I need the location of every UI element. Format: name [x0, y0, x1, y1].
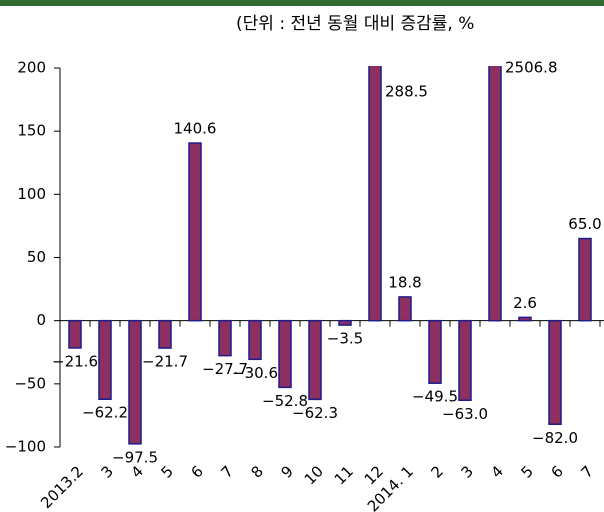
bar [458, 319, 472, 402]
y-tick-label: 0 [36, 311, 46, 329]
x-tick-label: 6 [548, 462, 567, 481]
x-tick-label: 2013.2 [37, 462, 87, 512]
bar [518, 316, 532, 322]
x-tick-label: 9 [278, 462, 297, 481]
value-label: −3.5 [327, 330, 363, 348]
bar [278, 319, 292, 389]
value-label: −62.3 [292, 404, 338, 422]
value-label: 2.6 [513, 294, 537, 312]
bar [218, 319, 232, 357]
x-tick-label: 11 [331, 462, 357, 488]
value-label: −52.8 [262, 392, 308, 410]
x-tick-label: 7 [578, 462, 597, 481]
value-label: −30.6 [232, 364, 278, 382]
bars [68, 66, 592, 445]
value-label: −97.5 [112, 448, 158, 466]
bar [248, 319, 262, 361]
value-label: −63.0 [442, 405, 488, 423]
x-tick-label: 10 [301, 462, 327, 488]
bar [428, 319, 442, 384]
value-label: −82.0 [532, 429, 578, 447]
value-label: 288.5 [385, 83, 428, 101]
bar [398, 296, 412, 322]
value-label: −21.6 [52, 352, 98, 370]
y-tick-label: 200 [17, 59, 46, 77]
chart-subtitle: (단위 : 전년 동월 대비 증감률, % [236, 14, 474, 34]
value-label: 65.0 [568, 215, 601, 233]
bar [188, 142, 202, 322]
x-tick-label: 3 [458, 462, 477, 481]
value-label: −21.7 [142, 353, 188, 371]
y-tick-label: 100 [17, 185, 46, 203]
bar [98, 319, 112, 400]
y-tick-label: 150 [17, 122, 46, 140]
y-tick-label: 50 [27, 248, 46, 266]
bar [68, 319, 82, 349]
x-tick-label: 8 [248, 462, 267, 481]
x-tick-label: 7 [218, 462, 237, 481]
x-tick-label: 5 [158, 462, 177, 481]
bar [548, 319, 562, 426]
x-tick-label: 6 [188, 462, 207, 481]
y-tick-label: −50 [14, 374, 46, 392]
value-label: −49.5 [412, 388, 458, 406]
value-label: 18.8 [388, 273, 421, 291]
bar [578, 237, 592, 322]
bar [308, 319, 322, 401]
top-rule [0, 0, 604, 6]
x-tick-label: 5 [518, 462, 537, 481]
bar [128, 319, 142, 445]
value-label: 2506.8 [505, 59, 558, 77]
y-tick-label: −100 [5, 438, 46, 456]
bar [368, 66, 382, 322]
bar [338, 319, 352, 326]
x-tick-label: 4 [488, 462, 507, 481]
bar [488, 66, 502, 322]
x-tick-label: 2 [428, 462, 447, 481]
bar [158, 319, 172, 349]
value-label: −27.7 [202, 360, 248, 378]
value-label: 140.6 [174, 120, 217, 138]
value-label: −62.2 [82, 404, 128, 422]
